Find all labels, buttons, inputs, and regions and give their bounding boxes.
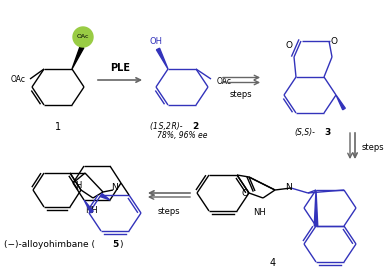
Text: 2: 2 [192,122,198,131]
Polygon shape [314,190,318,226]
Text: (−)-alloyohimbane (: (−)-alloyohimbane ( [4,240,95,249]
Text: OAc: OAc [77,35,89,39]
Text: OAc: OAc [10,75,26,84]
Text: OAc: OAc [216,76,231,85]
Text: steps: steps [158,207,180,216]
Text: H: H [75,181,81,190]
Text: N: N [284,184,291,193]
Text: 4: 4 [270,258,276,268]
Text: steps: steps [230,90,252,99]
Text: (1 S,2 R)-: (1 S,2 R)- [149,122,182,131]
Polygon shape [84,200,93,213]
Polygon shape [336,95,345,110]
Text: NH: NH [253,208,265,217]
Text: OH: OH [149,38,163,47]
Text: NH: NH [85,206,98,215]
Text: ): ) [119,240,123,249]
Polygon shape [100,193,110,200]
Text: steps: steps [362,144,385,153]
Text: 1: 1 [55,122,61,132]
Text: 78%, 96%  ee: 78%, 96% ee [157,131,207,140]
Text: 5: 5 [112,240,118,249]
Polygon shape [156,48,168,69]
Text: N: N [111,184,118,193]
Text: O: O [286,42,293,51]
Text: O: O [330,36,337,45]
Text: 3: 3 [324,128,330,137]
Text: (S,S)-: (S,S)- [294,128,315,137]
Polygon shape [72,46,84,69]
Text: PLE: PLE [110,63,130,73]
Text: O: O [241,190,248,199]
Circle shape [73,27,93,47]
